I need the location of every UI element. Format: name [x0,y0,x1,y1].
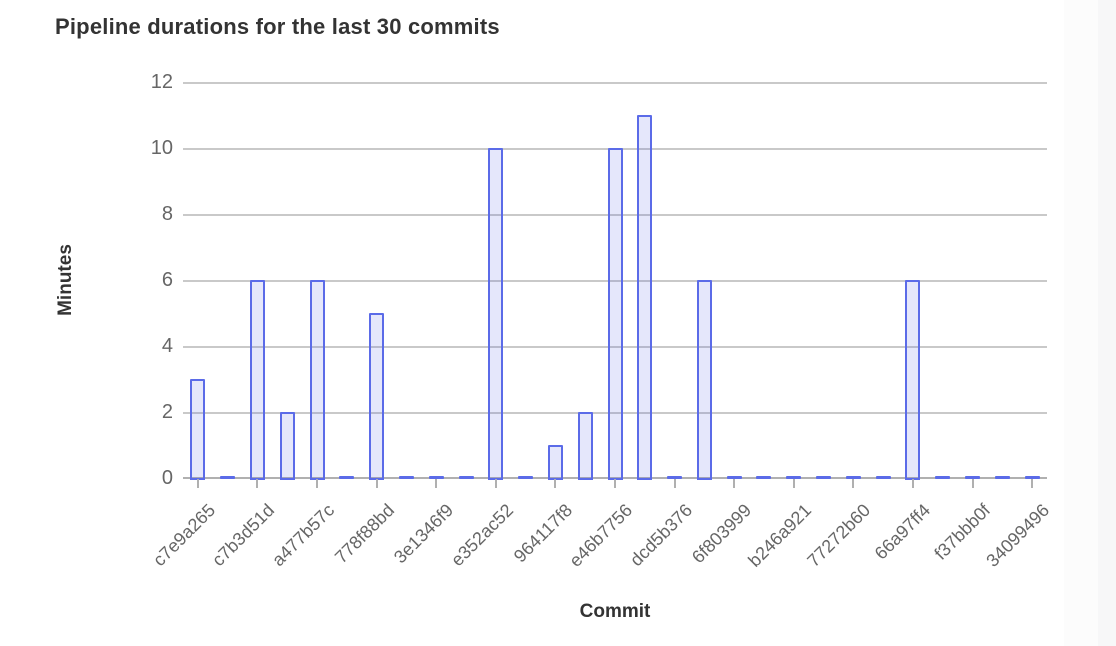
x-tick-label: e46b7756 [565,500,637,571]
x-axis-tick [852,479,855,488]
commit-bar[interactable] [935,475,951,479]
commit-bar[interactable] [279,412,295,480]
y-tick-label: 6 [161,269,173,291]
commit-bar[interactable] [577,412,593,480]
x-axis-tick [733,479,736,488]
x-tick-label: 3e1346f9 [390,500,458,568]
commit-bar[interactable] [458,475,474,479]
y-tick-label: 8 [161,203,173,225]
commit-bar[interactable] [547,445,563,480]
commit-bar[interactable] [875,475,891,479]
gridline [183,214,1047,216]
x-axis-tick [792,479,795,488]
x-axis-tick [316,479,319,488]
commit-bar[interactable] [309,280,325,480]
x-axis-tick [554,479,557,488]
y-tick-label: 10 [150,137,173,159]
gridline [183,412,1047,414]
commit-bar[interactable] [1024,475,1040,479]
x-axis-tick [673,479,676,488]
x-tick-label: a477b57c [268,500,339,571]
x-tick-label: 778f88bd [330,500,398,568]
commit-bar[interactable] [845,475,861,479]
x-axis-tick [494,479,497,488]
commit-bar[interactable] [220,475,236,479]
commit-bar[interactable] [398,475,414,479]
y-tick-label: 2 [161,401,173,423]
x-axis-tick [435,479,438,488]
commit-bar[interactable] [994,475,1010,479]
commit-bar[interactable] [339,475,355,479]
commit-bar[interactable] [786,475,802,479]
x-axis-tick [1031,479,1034,488]
commit-bar[interactable] [637,115,653,480]
y-tick-label: 4 [161,335,173,357]
y-tick-label: 0 [161,467,173,489]
y-tick-label: 12 [150,71,173,93]
gridline [183,82,1047,84]
right-edge-strip [1064,0,1098,646]
x-axis-tick [375,479,378,488]
x-axis-tick [196,479,199,488]
x-axis-tick [256,479,259,488]
gridline [183,280,1047,282]
x-tick-label: dcd5b376 [625,500,696,571]
commit-bar[interactable] [369,313,385,480]
y-axis-title: Minutes [55,244,76,316]
x-tick-label: 66a97ff4 [870,500,935,564]
x-axis-title: Commit [579,601,651,622]
commit-bar[interactable] [249,280,265,480]
commit-bar[interactable] [428,475,444,479]
chart-plot-area: 0 2 4 6 8 10 12 c7e9a265 c7b3d51d a477b57c 778f88b… [149,71,1053,571]
right-edge-strip-inner [1098,0,1116,646]
commit-bar[interactable] [488,148,504,480]
commit-bar[interactable] [518,475,534,479]
commit-bar[interactable] [190,379,206,480]
x-tick-label: e352ac52 [446,500,517,571]
x-axis-tick [911,479,914,488]
commit-bar[interactable] [696,280,712,480]
x-tick-label: 77272b60 [803,500,875,571]
commit-bar[interactable] [667,475,683,479]
commit-bar[interactable] [965,475,981,479]
gridline [183,346,1047,348]
x-tick-label: c7b3d51d [208,500,279,571]
x-tick-label: b246a921 [744,500,815,571]
commit-bar[interactable] [726,475,742,479]
commit-bar[interactable] [905,280,921,480]
chart-title: Pipeline durations for the last 30 commi… [55,14,500,39]
commit-bar[interactable] [756,475,772,479]
x-tick-label: c7e9a265 [148,500,220,571]
x-axis-tick [614,479,616,488]
x-tick-label: 34099496 [982,500,1054,571]
commit-bar[interactable] [816,475,832,479]
x-axis-tick [971,479,974,488]
commit-bar[interactable] [607,148,623,480]
